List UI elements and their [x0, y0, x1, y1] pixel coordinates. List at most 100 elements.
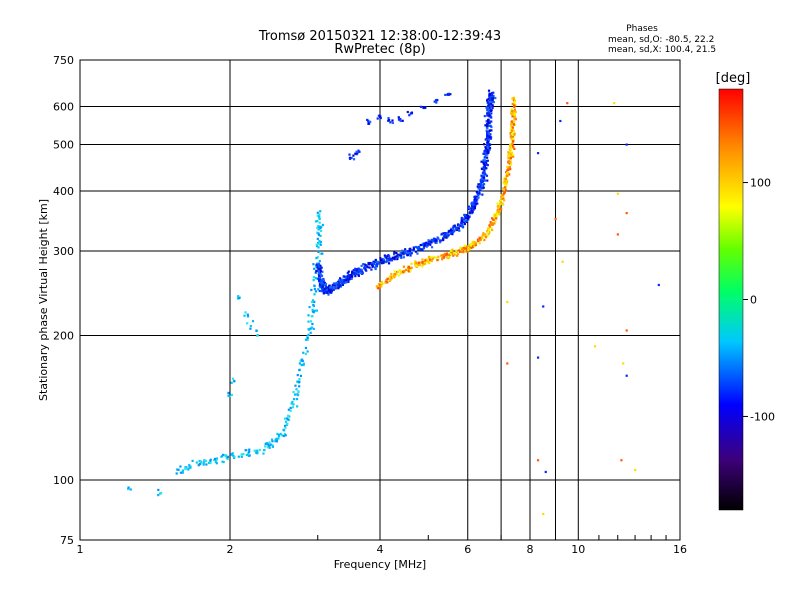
- echo-point-o: [385, 256, 388, 259]
- echo-point-low: [288, 415, 291, 418]
- echo-point-o: [388, 259, 391, 262]
- echo-point-o: [318, 265, 321, 268]
- echo-point-low: [319, 229, 323, 233]
- echo-point-o: [341, 281, 344, 285]
- echo-point-o: [485, 162, 488, 165]
- echo-point-low: [292, 391, 295, 394]
- echo-point-low: [302, 363, 305, 367]
- echo-point-o: [443, 232, 447, 235]
- noise-point: [559, 119, 562, 123]
- echo-point-o: [494, 96, 497, 100]
- echo-point-o: [485, 156, 489, 159]
- echo-point-x: [507, 151, 510, 154]
- echo-point-x: [488, 224, 491, 227]
- echo-point-x: [416, 264, 419, 267]
- echo-point-o: [429, 243, 432, 246]
- echo-point-low: [317, 228, 320, 231]
- echo-point-x: [495, 217, 498, 220]
- echo-point-o: [474, 197, 477, 201]
- echo-point-x: [511, 136, 514, 139]
- echo-point-x: [499, 207, 502, 210]
- echo-point-low: [313, 293, 316, 296]
- echo-point-low: [314, 277, 317, 280]
- echo-point-low: [278, 433, 281, 437]
- echo-point-x: [510, 108, 513, 111]
- echo-point-o: [474, 203, 477, 206]
- echo-point-o: [456, 224, 460, 227]
- echo-point-o: [319, 279, 323, 283]
- echo-point-low: [313, 300, 316, 304]
- echo-point-o: [490, 97, 493, 100]
- echo-point-o: [427, 239, 430, 242]
- echo-point-low: [199, 462, 202, 466]
- echo-point-x: [513, 113, 516, 117]
- echo-point-x: [498, 206, 501, 210]
- echo-point-x: [513, 132, 516, 135]
- echo-point-x: [480, 236, 483, 239]
- echo-point-x: [496, 202, 499, 205]
- echo-point-o: [487, 145, 490, 148]
- echo-point-o: [395, 255, 398, 258]
- echo-point-o: [363, 263, 366, 266]
- echo-point-x: [441, 256, 444, 260]
- echo-point-low: [268, 444, 271, 447]
- echo-point-x: [511, 121, 514, 125]
- echo-point-low: [276, 432, 279, 436]
- echo-point-o: [318, 279, 321, 283]
- echo-point-x: [403, 270, 406, 273]
- echo-point-x: [424, 260, 427, 264]
- echo-point-x: [465, 245, 468, 248]
- echo-point-x: [509, 167, 512, 171]
- echo-point-o: [487, 148, 490, 151]
- y-axis-label: Stationary phase Virtual Height [km]: [37, 199, 50, 401]
- echo-point-x: [424, 259, 427, 262]
- echo-point-o: [380, 258, 383, 261]
- echo-point-o: [418, 248, 422, 251]
- echo-point-o: [483, 171, 486, 174]
- echo-point-low: [189, 466, 192, 469]
- echo-point-o: [381, 257, 384, 261]
- echo-point-low: [265, 442, 268, 445]
- echo-point-o: [476, 198, 479, 201]
- echo-point-x: [504, 189, 507, 192]
- echo-point-x: [428, 261, 431, 264]
- echo-point-o: [422, 247, 426, 250]
- echo-point-o: [318, 276, 321, 279]
- echo-point-o: [393, 258, 396, 261]
- echo-point-x: [394, 274, 397, 277]
- echo-point-x: [456, 252, 460, 256]
- echo-point-sporadic: [357, 149, 360, 152]
- echo-point-x: [505, 184, 508, 187]
- echo-point-x: [511, 97, 514, 100]
- echo-point-low: [263, 449, 266, 452]
- echo-point-x: [498, 202, 502, 206]
- echo-point-low: [316, 211, 319, 214]
- echo-point-o: [491, 91, 494, 95]
- echo-point-x: [447, 254, 450, 257]
- echo-point-x: [426, 258, 430, 262]
- echo-point-o: [363, 266, 366, 269]
- echo-point-o: [491, 96, 495, 100]
- echo-point-o: [340, 280, 343, 283]
- echo-point-x: [502, 187, 505, 190]
- echo-point-o: [475, 190, 478, 193]
- echo-point-low: [317, 246, 320, 249]
- echo-point-low: [289, 406, 292, 410]
- echo-point-o: [374, 258, 377, 262]
- echo-point-low: [307, 314, 310, 317]
- echo-point-x: [455, 250, 458, 254]
- echo-point-o: [433, 237, 436, 241]
- echo-point-o: [427, 242, 430, 245]
- echo-point-o: [486, 109, 489, 112]
- echo-point-low: [311, 299, 315, 302]
- echo-point-o: [486, 136, 489, 140]
- echo-point-o: [451, 229, 454, 232]
- echo-point-x: [399, 272, 402, 275]
- echo-point-sporadic: [397, 116, 400, 119]
- echo-point-x: [508, 173, 511, 176]
- echo-point-x: [510, 122, 513, 125]
- echo-point-o: [369, 261, 372, 265]
- echo-point-x: [490, 222, 493, 225]
- echo-point-x: [512, 138, 515, 142]
- echo-point-o: [473, 195, 476, 199]
